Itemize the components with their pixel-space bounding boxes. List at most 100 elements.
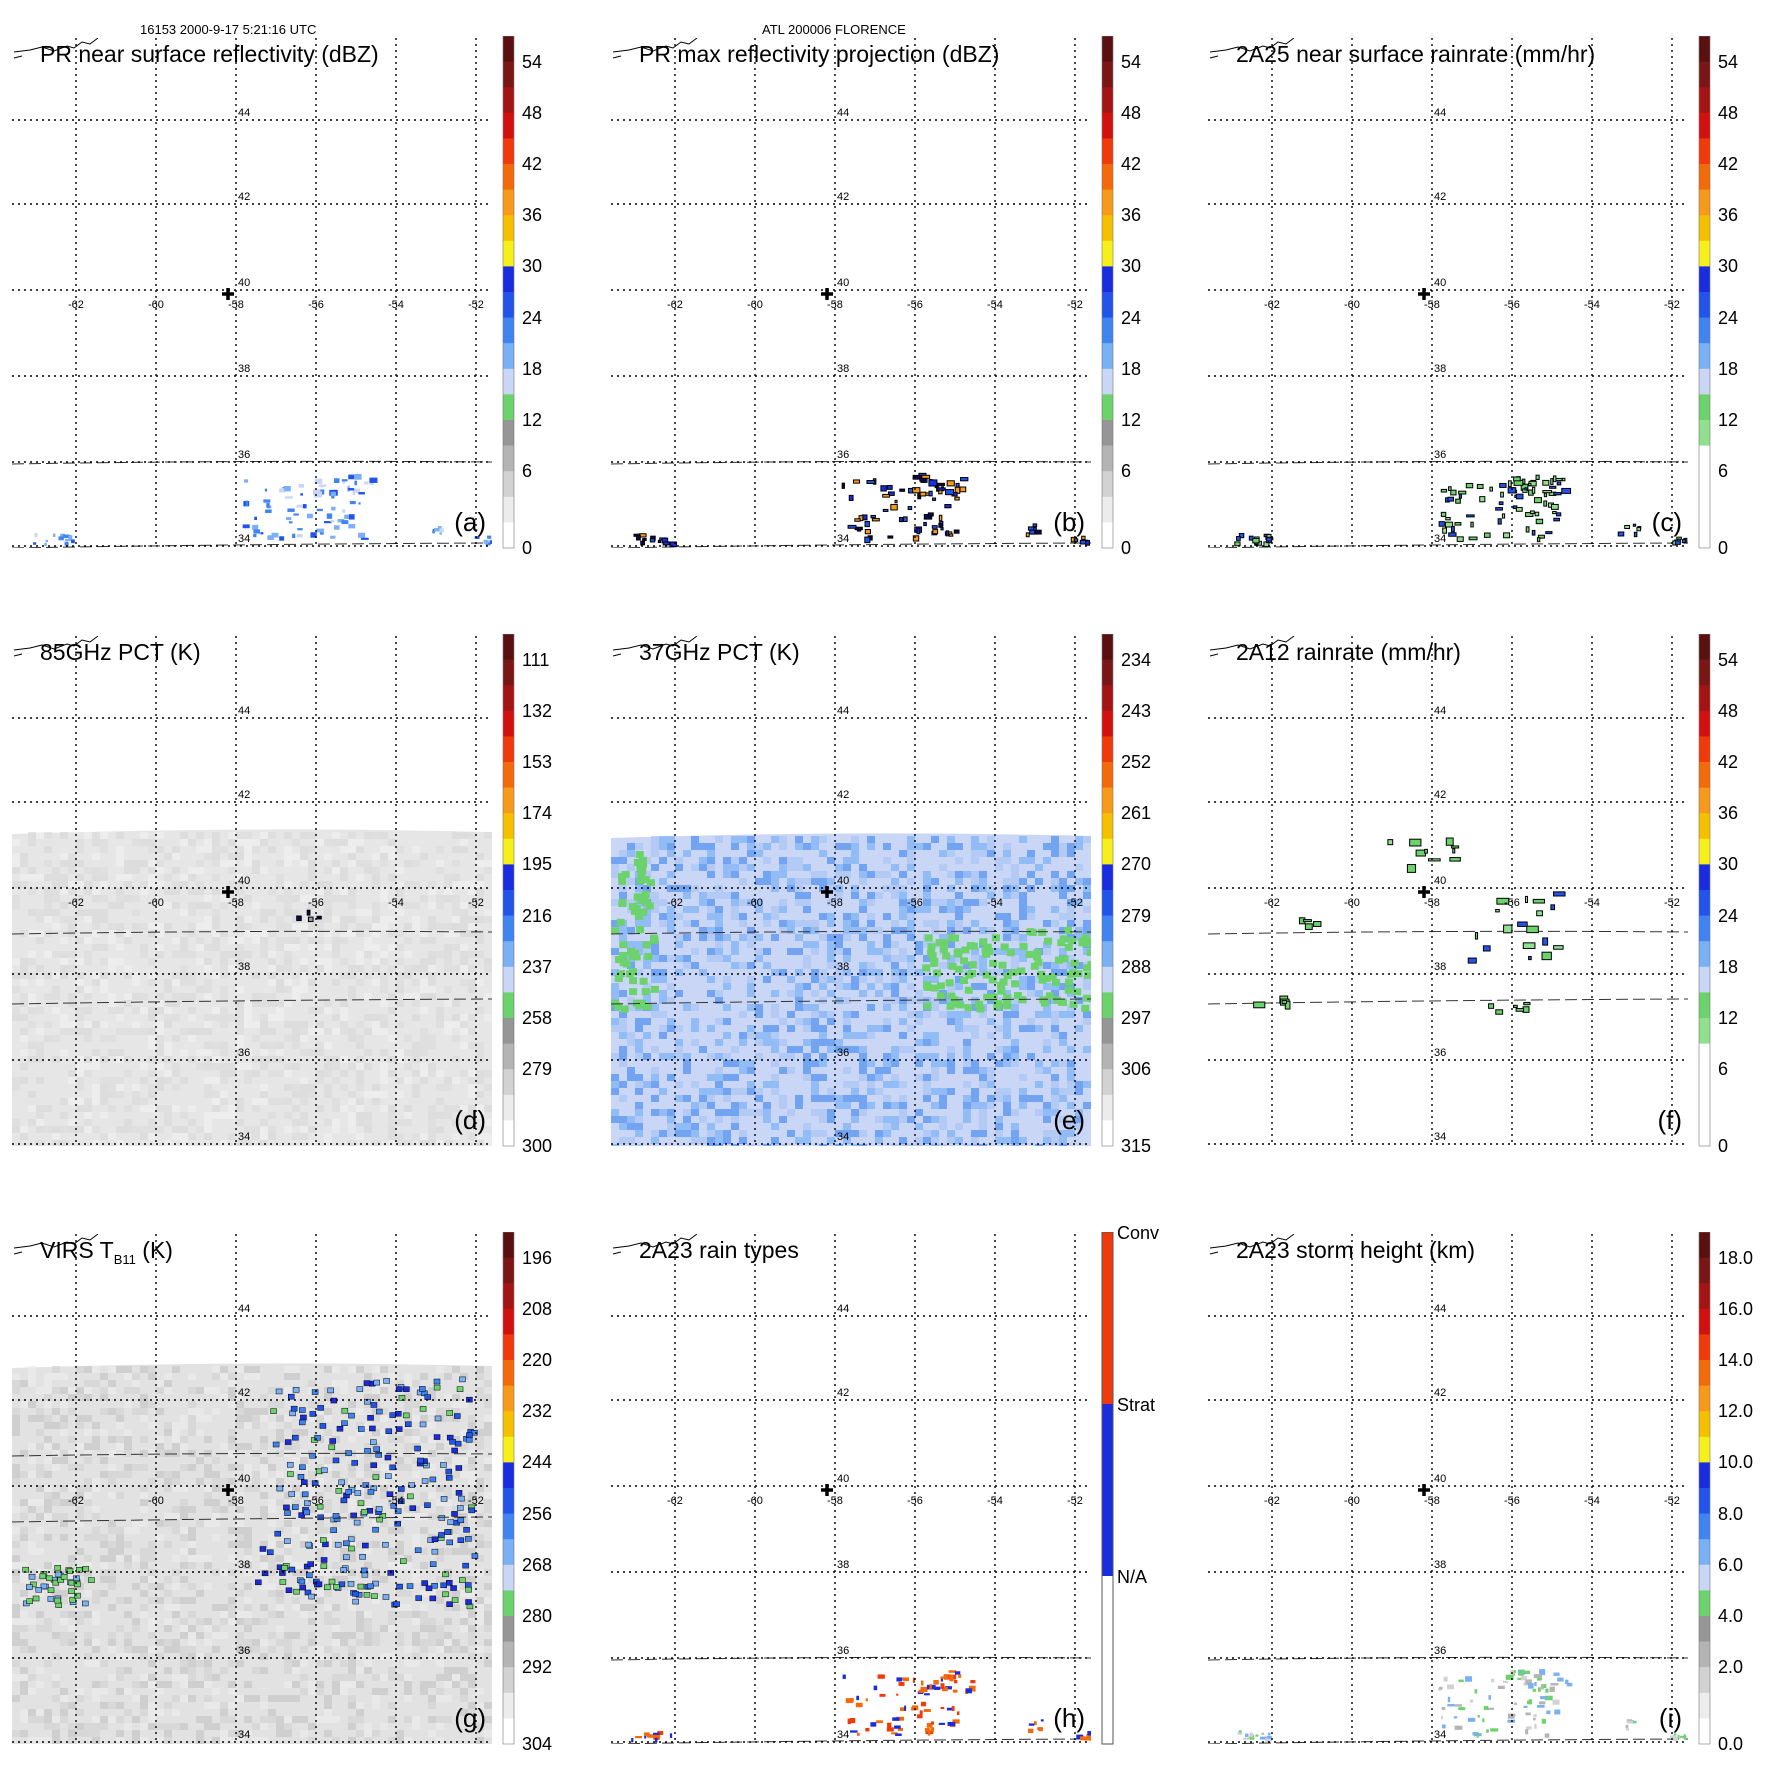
colorbar-category-label: Strat	[1117, 1395, 1156, 1415]
swath-edge	[12, 930, 492, 1005]
swath-edge	[12, 460, 492, 548]
lon-label: -58	[1424, 897, 1440, 909]
panel-i: 44 42 40 38 36 34 -62 -60 -58 -56 -54 -52 2A23 storm…	[1208, 1234, 1688, 1744]
lon-label: -58	[1424, 1495, 1440, 1507]
lon-label: -56	[308, 1495, 324, 1507]
lat-lon-grid: 44 42 40 38 36 34 -62 -60 -58 -56 -54 -52	[611, 636, 1091, 1146]
colorbar-tick-label: 300	[522, 1136, 553, 1156]
storm-center-marker	[1418, 288, 1430, 300]
colorbar-tick-label: 4.0	[1718, 1606, 1744, 1626]
colorbar-tick-label: 0	[1718, 538, 1729, 558]
panel-title-unit: (K)	[135, 1237, 173, 1263]
lon-label: -54	[388, 299, 404, 311]
lon-label: -52	[468, 897, 484, 909]
lat-label: 36	[837, 1645, 849, 1657]
map-plot: 44 42 40 38 36 34 -62 -60 -58 -56 -54 -52	[611, 636, 1091, 1146]
lon-label: -60	[747, 299, 763, 311]
lat-label: 36	[238, 449, 250, 461]
colorbar-tick-label: 30	[1718, 256, 1739, 277]
lon-label: -54	[987, 1495, 1003, 1507]
lon-label: -60	[1344, 299, 1360, 311]
panel-title-text: 2A25 near surface rainrate (mm/hr)	[1236, 41, 1596, 67]
colorbar-tick-label: 30	[1121, 256, 1142, 277]
panel-g: 44 42 40 38 36 34 -62 -60 -58 -56 -54 -52 VIRS TB11 …	[12, 1234, 492, 1744]
coastline	[612, 1234, 698, 1249]
colorbar-tick-label: 36	[1121, 205, 1142, 226]
lon-label: -56	[308, 897, 324, 909]
lon-label: -62	[667, 299, 683, 311]
colorbar-tick-label: 208	[522, 1298, 553, 1319]
lat-label: 36	[238, 1047, 250, 1059]
colorbar-tick-label: 256	[522, 1503, 553, 1524]
colorbar-category-label: N/A	[1117, 1567, 1148, 1587]
lon-label: -54	[388, 1495, 404, 1507]
map-plot: 44 42 40 38 36 34 -62 -60 -58 -56 -54 -52	[12, 1234, 492, 1744]
rain-echoes	[633, 472, 1090, 548]
panel-title: PR near surface reflectivity (dBZ)	[40, 41, 379, 67]
colorbar-tick-label: 48	[1121, 102, 1142, 123]
swath-edge	[12, 1452, 492, 1523]
storm-name-header: ATL 200006 FLORENCE	[762, 22, 906, 37]
colorbar-e: 234 243 252 261 270 279 288 297 306 315	[1101, 634, 1191, 1164]
lon-label: -60	[148, 1495, 164, 1507]
lat-label: 38	[1434, 363, 1446, 375]
colorbar-tick-label: 0.0	[1718, 1734, 1744, 1754]
lat-lon-grid: 44 42 40 38 36 34 -62 -60 -58 -56 -54 -52	[1208, 1234, 1688, 1744]
lon-label: -52	[1067, 1495, 1083, 1507]
storm-center-marker	[1418, 886, 1430, 898]
colorbar-c: 54 48 42 36 30 24 18 12 6 0	[1698, 36, 1771, 566]
panel-letter: (b)	[1053, 507, 1085, 537]
coastline	[1209, 1234, 1295, 1249]
panel-d: 44 42 40 38 36 34 -62 -60 -58 -56 -54 -52 85GHz PCT …	[12, 636, 492, 1146]
lat-label: 34	[837, 533, 849, 545]
lon-label: -56	[1504, 897, 1520, 909]
lon-label: -56	[308, 299, 324, 311]
lat-label: 42	[837, 789, 849, 801]
lon-label: -62	[667, 897, 683, 909]
colorbar-tick-label: 54	[1121, 51, 1142, 72]
colorbar-tick-label: 18	[1718, 956, 1739, 977]
panel-title-text: 2A12 rainrate (mm/hr)	[1236, 639, 1461, 665]
panel-letter: (a)	[454, 507, 486, 537]
colorbar-tick-label: 18	[1718, 358, 1739, 379]
colorbar-tick-label: 174	[522, 803, 553, 824]
lat-label: 38	[1434, 1559, 1446, 1571]
lon-label: -54	[1584, 897, 1600, 909]
lat-label: 38	[837, 363, 849, 375]
lat-label: 44	[238, 107, 250, 119]
lat-lon-grid: 44 42 40 38 36 34 -62 -60 -58 -56 -54 -52	[12, 1234, 492, 1744]
swath-edge	[611, 460, 1091, 548]
lat-label: 38	[1434, 961, 1446, 973]
lon-label: -62	[667, 1495, 683, 1507]
lat-label: 40	[238, 1473, 250, 1485]
map-plot: 44 42 40 38 36 34 -62 -60 -58 -56 -54 -52	[611, 1234, 1091, 1744]
lat-label: 34	[1434, 1729, 1446, 1741]
lat-label: 42	[1434, 789, 1446, 801]
panel-title-text: VIRS T	[40, 1237, 114, 1263]
storm-center-marker	[222, 886, 234, 898]
colorbar-tick-label: 42	[522, 154, 543, 174]
storm-center-marker	[1418, 1484, 1430, 1496]
lat-label: 44	[837, 1303, 849, 1315]
storm-center-marker	[222, 1484, 234, 1496]
storm-center-marker	[821, 288, 833, 300]
lat-label: 42	[1434, 1387, 1446, 1399]
lat-label: 44	[837, 107, 849, 119]
colorbar-tick-label: 6	[1718, 461, 1729, 482]
lon-label: -54	[987, 897, 1003, 909]
colorbar-tick-label: 2.0	[1718, 1657, 1744, 1678]
lat-label: 34	[238, 1729, 250, 1741]
lat-label: 44	[1434, 1303, 1446, 1315]
lat-label: 40	[238, 277, 250, 289]
lon-label: -52	[1664, 1495, 1680, 1507]
lat-label: 40	[837, 875, 849, 887]
lon-label: -58	[228, 1495, 244, 1507]
lon-label: -60	[148, 299, 164, 311]
panel-title: VIRS TB11 (K)	[40, 1237, 173, 1273]
cold-pct-cells	[296, 909, 322, 923]
colorbar-tick-label: 8.0	[1718, 1503, 1744, 1524]
colorbar-tick-label: 315	[1121, 1136, 1152, 1156]
lon-label: -58	[228, 299, 244, 311]
colorbar-tick-label: 220	[522, 1350, 553, 1370]
colorbar-tick-label: 288	[1121, 956, 1152, 977]
